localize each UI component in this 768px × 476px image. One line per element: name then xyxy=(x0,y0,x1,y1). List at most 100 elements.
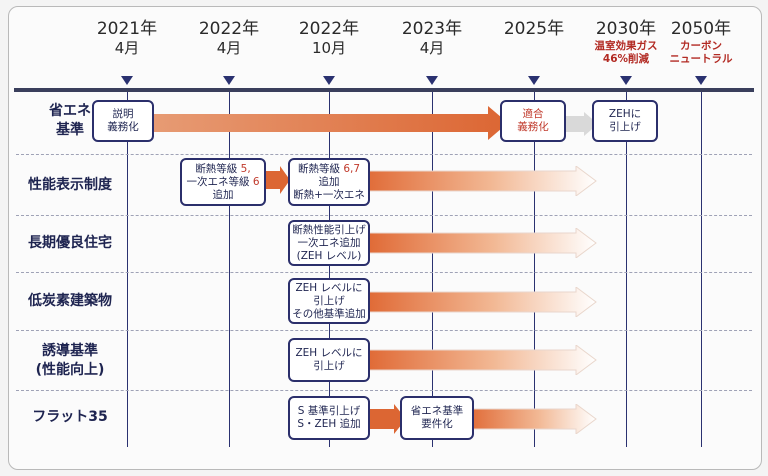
marker-triangle xyxy=(620,76,632,85)
month-label: 4月 xyxy=(419,39,445,57)
box-line: 引上げ xyxy=(609,121,641,133)
date-2022-04: 2022年 4月 xyxy=(184,20,274,58)
year-label: 2023年 xyxy=(401,19,463,39)
box-text: 一次エネ等級 xyxy=(186,175,253,188)
box-line: ZEH レベルに xyxy=(295,347,363,359)
timeline-line xyxy=(626,92,627,447)
year-label: 2021年 xyxy=(96,19,158,39)
note-line: ニュートラル xyxy=(669,53,733,65)
timeline-line xyxy=(534,92,535,447)
year-label: 2050年 xyxy=(670,19,732,39)
row-label-line: 長期優良住宅 xyxy=(28,235,112,251)
arrow-choki xyxy=(368,228,597,258)
box-text-red: 6 xyxy=(252,175,260,188)
row-label-seino: 性能表示制度 xyxy=(14,176,126,195)
box-line: 義務化 xyxy=(517,121,549,133)
box-choki: 断熱性能引上げ 一次エネ追加 (ZEH レベル) xyxy=(288,220,370,266)
box-line: 引上げ xyxy=(313,294,345,307)
box-text-red: 6,7 xyxy=(343,162,361,175)
row-divider xyxy=(16,215,752,216)
month-label: 4月 xyxy=(216,39,242,57)
marker-triangle xyxy=(121,76,133,85)
box-flat35-2022: S 基準引上げ S・ZEH 追加 xyxy=(288,396,370,440)
box-line: 説明 xyxy=(112,108,134,120)
box-setsumei-gimuka: 説明 義務化 xyxy=(92,100,154,142)
box-yudo: ZEH レベルに 引上げ xyxy=(288,338,370,382)
box-line: 追加 xyxy=(318,175,340,188)
row-label-flat35: フラット35 xyxy=(14,408,126,427)
month-label: 4月 xyxy=(114,39,140,57)
box-line: ZEH レベルに xyxy=(295,281,363,294)
box-line: 追加 xyxy=(212,188,234,201)
arrow-connector xyxy=(262,166,290,194)
arrow-connector xyxy=(368,404,406,434)
box-dannetsu-5: 断熱等級 5, 一次エネ等級 6 追加 xyxy=(180,158,266,206)
box-line: その他基準追加 xyxy=(292,307,366,320)
box-line: 断熱等級 5, xyxy=(195,163,250,176)
note-line: カーボン xyxy=(680,40,722,52)
box-line: (ZEH レベル) xyxy=(296,249,362,262)
marker-triangle xyxy=(223,76,235,85)
row-label-line: フラット35 xyxy=(32,409,108,425)
date-2022-10: 2022年 10月 xyxy=(284,20,374,58)
year-label: 2030年 xyxy=(595,19,657,39)
box-line: 断熱+一次エネ xyxy=(293,188,365,201)
row-divider xyxy=(16,390,752,391)
arrow-teitanso xyxy=(368,287,597,317)
row-label-choki: 長期優良住宅 xyxy=(14,234,126,253)
box-tekigo-gimuka: 適合 義務化 xyxy=(500,100,566,142)
arrow-shoene xyxy=(120,106,508,140)
row-label-teitanso: 低炭素建築物 xyxy=(14,292,126,311)
box-line: 断熱性能引上げ xyxy=(292,223,366,236)
marker-triangle xyxy=(528,76,540,85)
note-line: 温室効果ガス xyxy=(594,40,658,52)
row-divider xyxy=(16,330,752,331)
row-label-shoene: 省エネ 基準 xyxy=(14,102,126,140)
timeline-line xyxy=(329,92,330,447)
date-2050: 2050年 xyxy=(656,20,746,39)
note-line: 46%削減 xyxy=(602,53,650,65)
row-label-line: (性能向上) xyxy=(35,362,105,378)
box-line: 省エネ基準 xyxy=(410,405,464,417)
arrow-flat35 xyxy=(468,404,597,434)
arrow-yudo xyxy=(368,345,597,375)
row-label-line: 低炭素建築物 xyxy=(28,293,112,309)
box-line: 義務化 xyxy=(107,121,139,133)
timeline-line xyxy=(127,92,128,447)
timeline-line xyxy=(432,92,433,447)
box-line: S 基準引上げ xyxy=(297,405,361,417)
row-label-line: 省エネ xyxy=(49,103,91,119)
box-flat35-2023: 省エネ基準 要件化 xyxy=(400,396,474,440)
box-zeh-2030: ZEHに 引上げ xyxy=(592,100,658,142)
box-line: 一次エネ等級 6 xyxy=(186,176,259,189)
note-2030: 温室効果ガス 46%削減 xyxy=(571,40,681,66)
box-line: 一次エネ追加 xyxy=(297,236,361,249)
marker-triangle xyxy=(695,76,707,85)
marker-triangle xyxy=(323,76,335,85)
box-line: 適合 xyxy=(522,108,544,120)
box-text-red: 5, xyxy=(240,162,251,175)
year-label: 2022年 xyxy=(198,19,260,39)
date-2021-04: 2021年 4月 xyxy=(82,20,172,58)
row-label-yudo: 誘導基準 (性能向上) xyxy=(14,342,126,380)
month-label: 10月 xyxy=(311,39,347,57)
date-2023-04: 2023年 4月 xyxy=(387,20,477,58)
row-label-line: 誘導基準 xyxy=(42,343,98,359)
year-label: 2025年 xyxy=(503,19,565,39)
box-dannetsu-67: 断熱等級 6,7 追加 断熱+一次エネ xyxy=(288,158,370,206)
arrow-seino xyxy=(364,166,597,196)
row-label-line: 性能表示制度 xyxy=(28,177,112,193)
year-label: 2022年 xyxy=(298,19,360,39)
timeline-line xyxy=(701,92,702,447)
box-line: 引上げ xyxy=(313,360,345,372)
box-line: 断熱等級 6,7 xyxy=(298,163,360,176)
timeline-axis xyxy=(14,88,754,92)
date-2025: 2025年 xyxy=(489,20,579,39)
box-text: 断熱等級 xyxy=(195,162,241,175)
marker-triangle xyxy=(426,76,438,85)
box-line: 要件化 xyxy=(421,418,453,430)
note-2050: カーボン ニュートラル xyxy=(646,40,756,66)
box-line: ZEHに xyxy=(608,108,642,120)
date-2030: 2030年 xyxy=(581,20,671,39)
